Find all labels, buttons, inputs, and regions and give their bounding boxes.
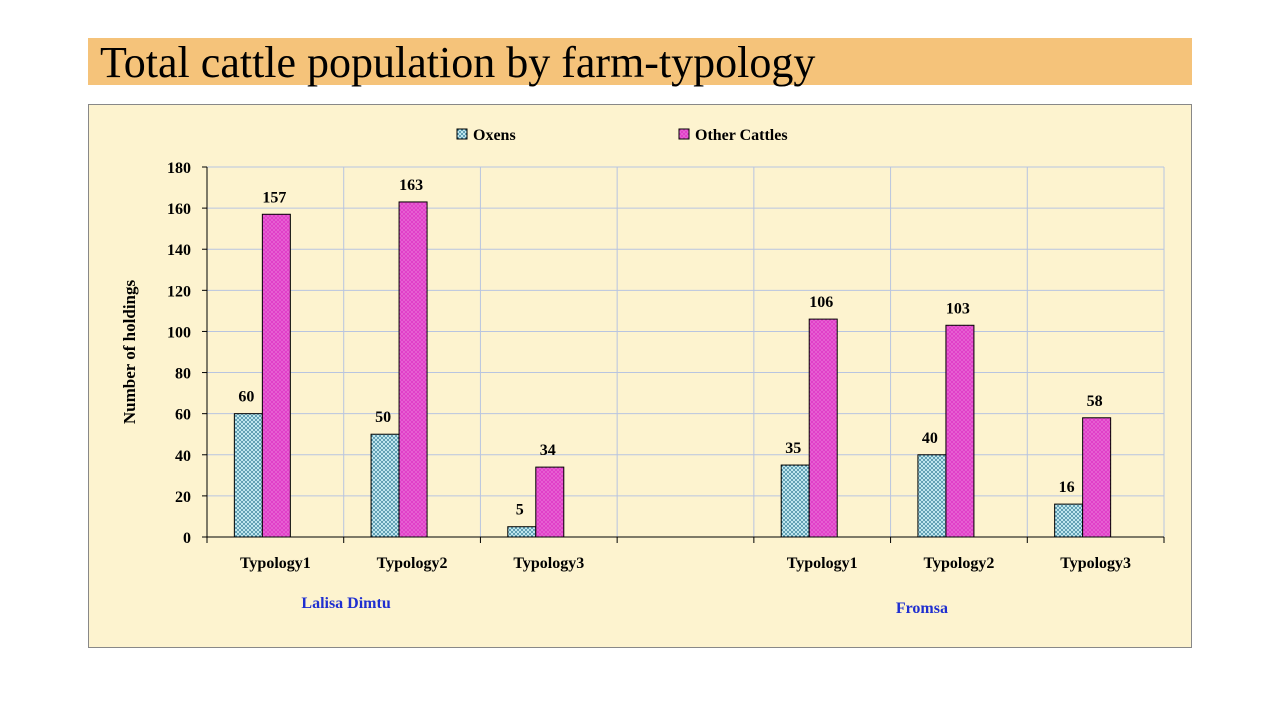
data-label: 60 bbox=[238, 389, 254, 406]
data-label: 106 bbox=[809, 294, 833, 311]
data-label: 16 bbox=[1059, 479, 1075, 496]
legend-swatch-oxens bbox=[456, 128, 468, 140]
other-cattles-bar bbox=[808, 318, 838, 538]
other-cattles-bar bbox=[1082, 417, 1112, 538]
bar-chart: 0 20 40 60 80 100 120 140 160 180 Number of holdin… bbox=[120, 127, 1165, 617]
other-cattles-bar bbox=[945, 324, 975, 538]
other-cattles-bar bbox=[398, 201, 428, 538]
x-tick-label: Typology3 bbox=[513, 555, 584, 572]
y-tick-label: 80 bbox=[175, 366, 191, 383]
y-tick-label: 120 bbox=[167, 283, 191, 300]
data-label: 5 bbox=[516, 502, 524, 519]
x-tick-label: Typology2 bbox=[924, 555, 995, 572]
data-label: 50 bbox=[375, 409, 391, 426]
x-tick-label: Typology3 bbox=[1060, 555, 1131, 572]
x-tick-label: Typology2 bbox=[377, 555, 448, 572]
x-tick-label: Typology1 bbox=[240, 555, 311, 572]
data-label: 163 bbox=[399, 177, 423, 194]
y-tick-label: 140 bbox=[167, 242, 191, 259]
x-tick-label: Typology1 bbox=[787, 555, 858, 572]
page-title: Total cattle population by farm-typology bbox=[100, 38, 816, 87]
y-tick-label: 20 bbox=[175, 489, 191, 506]
title-bar: Total cattle population by farm-typology bbox=[88, 38, 1192, 87]
data-label: 157 bbox=[262, 189, 286, 206]
y-tick-label: 0 bbox=[183, 530, 191, 547]
data-label: 34 bbox=[540, 442, 556, 459]
data-label: 40 bbox=[922, 430, 938, 447]
other-cattles-bar bbox=[261, 213, 291, 538]
group-label: Fromsa bbox=[896, 600, 948, 617]
y-tick-label: 100 bbox=[167, 324, 191, 341]
legend-label: Oxens bbox=[473, 127, 516, 144]
y-tick-label: 40 bbox=[175, 448, 191, 465]
data-label: 103 bbox=[946, 300, 970, 317]
y-axis-label: Number of holdings bbox=[120, 280, 139, 425]
oxens-bar bbox=[780, 464, 810, 538]
oxens-bar bbox=[507, 526, 537, 538]
oxens-bar bbox=[1054, 503, 1084, 538]
chart-container: 0 20 40 60 80 100 120 140 160 180 Number of holdin… bbox=[88, 104, 1192, 648]
legend-label: Other Cattles bbox=[695, 127, 788, 144]
oxens-bar bbox=[370, 433, 400, 538]
y-tick-label: 180 bbox=[167, 160, 191, 177]
y-tick-label: 60 bbox=[175, 407, 191, 424]
y-tick-label: 160 bbox=[167, 201, 191, 218]
legend-swatch-other-cattles bbox=[678, 128, 690, 140]
data-label: 58 bbox=[1087, 393, 1103, 410]
group-label: Lalisa Dimtu bbox=[301, 595, 390, 612]
oxens-bar bbox=[233, 413, 263, 538]
other-cattles-bar bbox=[535, 466, 565, 538]
data-label: 35 bbox=[785, 440, 801, 457]
oxens-bar bbox=[917, 454, 947, 538]
